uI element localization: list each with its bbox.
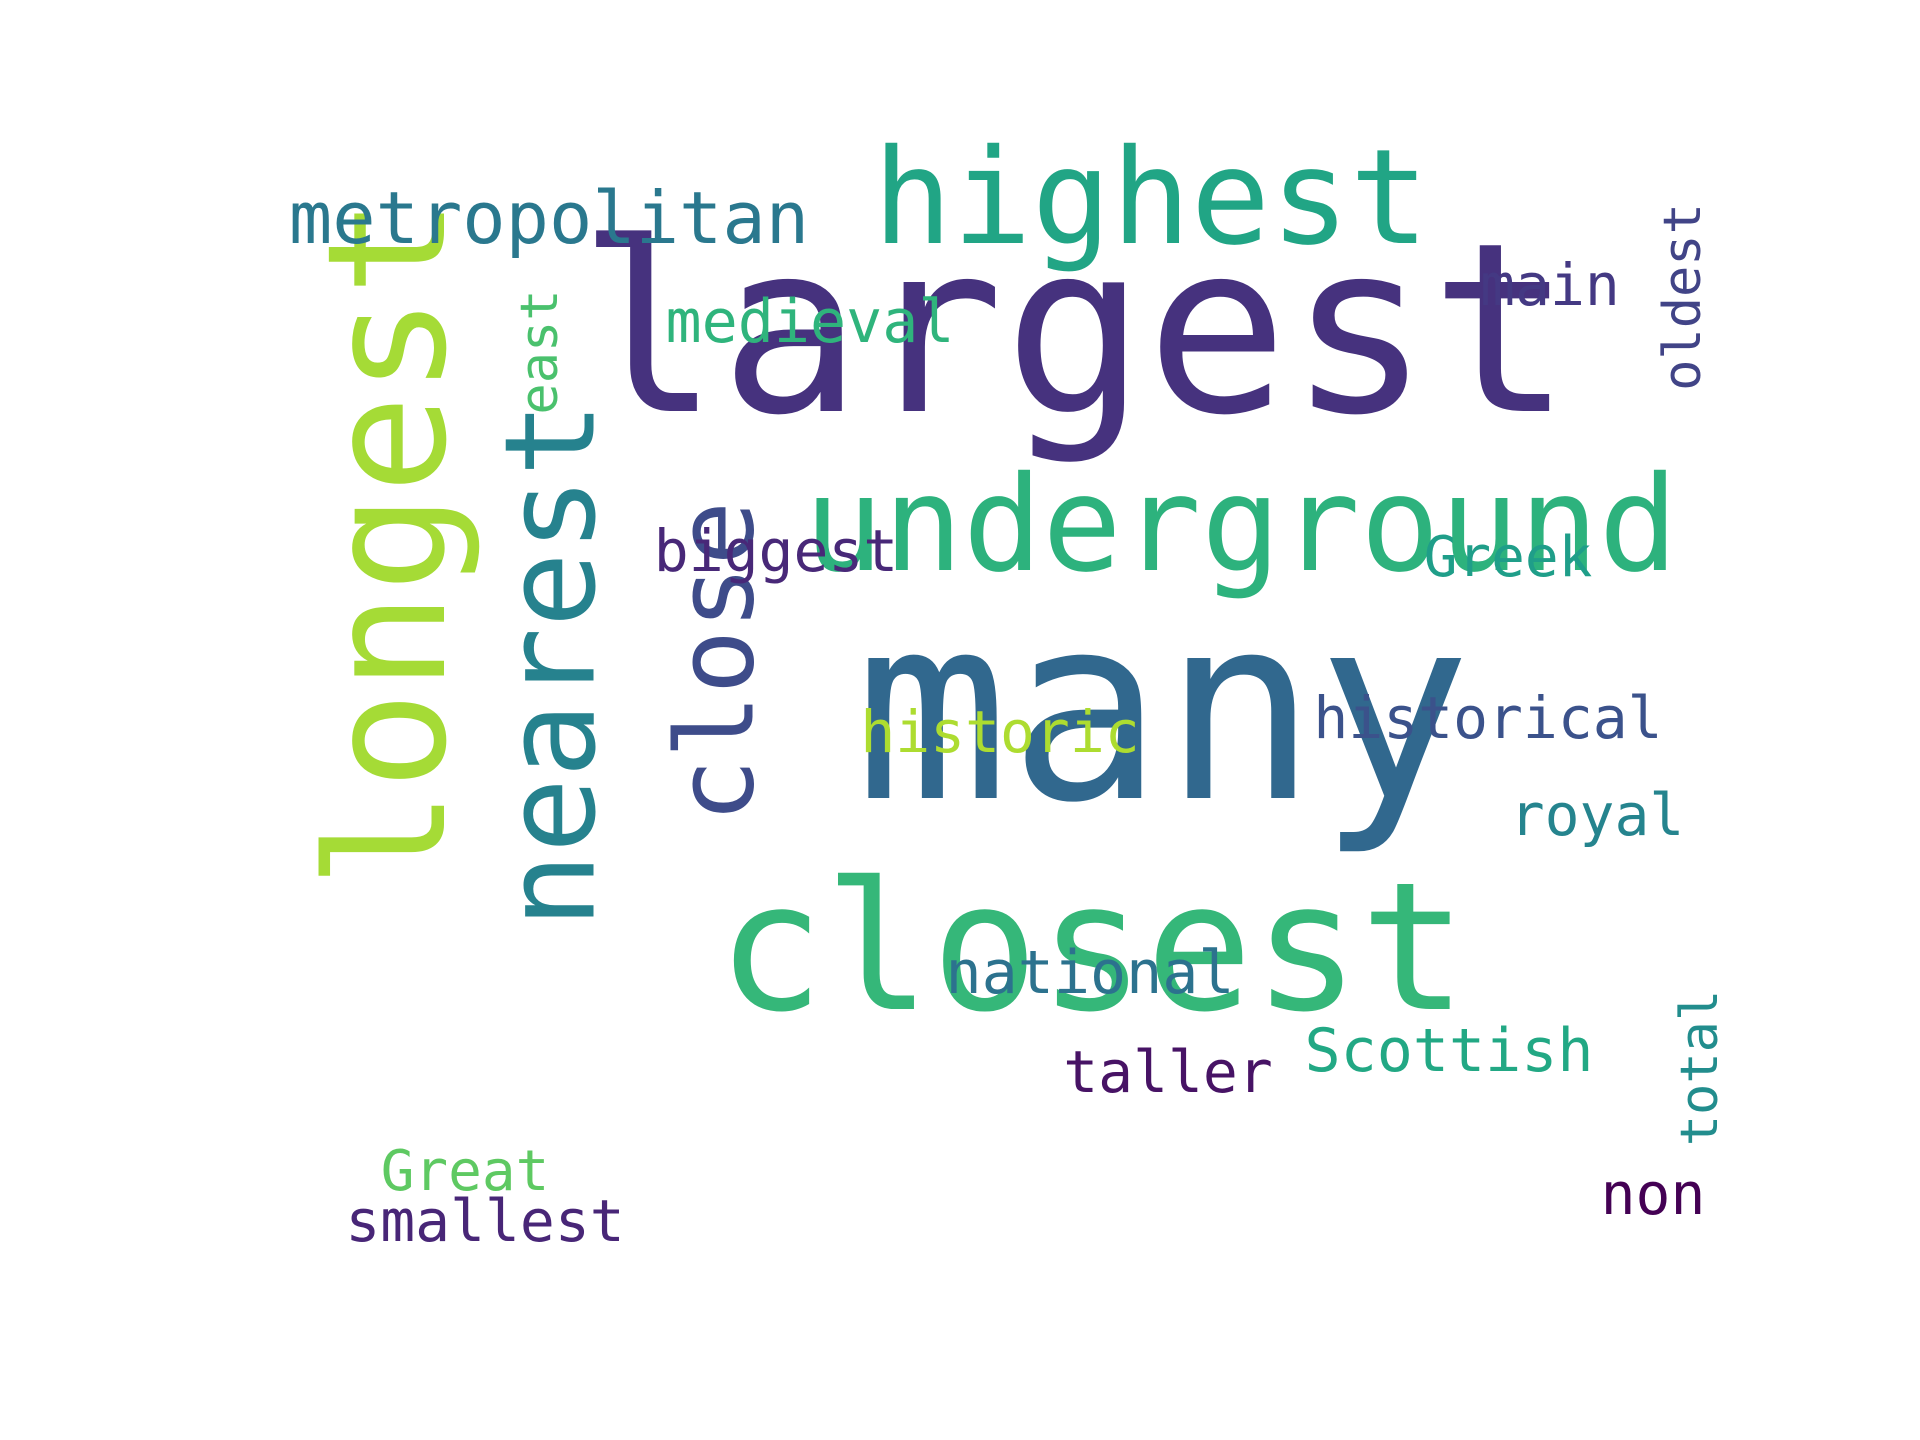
word-metropolitan: metropolitan (288, 176, 810, 260)
word-closest: closest (716, 844, 1468, 1051)
word-greek: Greek (1423, 525, 1593, 590)
word-medieval: medieval (665, 287, 955, 357)
word-main: main (1480, 251, 1620, 319)
word-east: east (510, 289, 570, 415)
word-longest: longest (292, 197, 483, 889)
word-total: total (1670, 989, 1730, 1147)
word-biggest: biggest (653, 517, 899, 585)
word-historic: historic (860, 698, 1140, 766)
word-largest: largest (577, 192, 1573, 467)
word-scottish: Scottish (1304, 1016, 1594, 1086)
word-taller: taller (1063, 1038, 1273, 1106)
word-smallest: smallest (345, 1187, 625, 1255)
word-oldest: oldest (1653, 203, 1713, 391)
word-national: national (945, 938, 1235, 1008)
word-many: many (854, 561, 1472, 859)
word-royal: royal (1509, 781, 1685, 849)
word-nearest: nearest (478, 401, 624, 929)
word-non: non (1600, 1160, 1706, 1228)
word-highest: highest (872, 121, 1430, 275)
word-great: Great (380, 1139, 550, 1204)
word-historical: historical (1313, 684, 1663, 752)
word-underground: underground (803, 448, 1679, 602)
